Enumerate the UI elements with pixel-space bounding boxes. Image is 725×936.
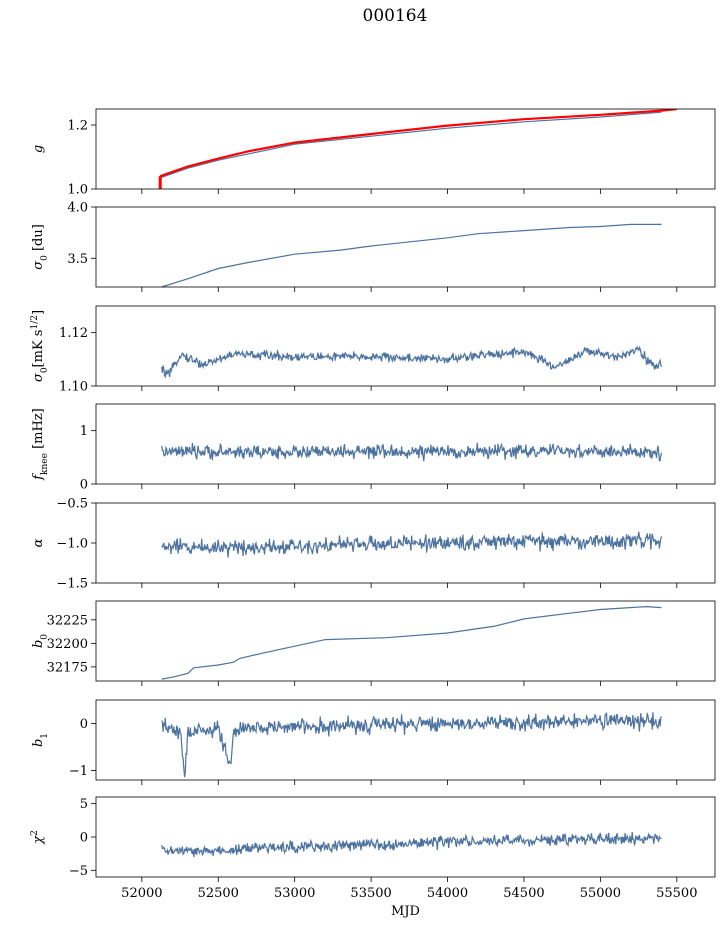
series-line-1 (161, 711, 662, 778)
y-axis-label: σ0 [du] (31, 224, 50, 270)
panel-2: 3.5 4.0 σ0 [du] (31, 201, 716, 292)
axes-frame (95, 403, 716, 485)
panel-1: 1.0 1.2 g (31, 108, 716, 198)
x-tick-label: 52500 (198, 886, 239, 901)
y-tick-label: 0 (80, 831, 88, 846)
x-tick-label: 53000 (274, 886, 315, 901)
axes-frame (95, 699, 716, 781)
series-line-1 (161, 223, 662, 287)
y-tick-label: 1 (80, 424, 88, 439)
x-tick-label: 52000 (121, 886, 162, 901)
x-tick-label: 55000 (580, 886, 621, 901)
series-line-1 (161, 345, 663, 379)
panel-8: −5 0 5 52000 52500 53000 53500 54000 54500 55000 5… (30, 796, 716, 919)
series-line-1 (161, 442, 663, 462)
y-axis-label: b0 (31, 634, 50, 648)
y-tick-label: −5 (69, 864, 88, 879)
panel-6: 32175 32200 32225 b0 (31, 600, 716, 686)
panel-4: 0 1 fknee [mHz] (31, 403, 716, 493)
axes-frame (95, 305, 716, 387)
figure-title: 000164 (362, 6, 428, 26)
y-tick-label: 32225 (47, 613, 88, 628)
y-axis-label: σ0[mK s1/2] (30, 310, 50, 382)
axes-frame (95, 206, 716, 288)
x-tick-label: 55500 (656, 886, 697, 901)
y-tick-label: 4.0 (67, 201, 88, 216)
x-tick-label: 54000 (427, 886, 468, 901)
y-tick-label: 1.2 (67, 119, 88, 134)
series-line-2 (159, 109, 677, 178)
y-axis-label: g (31, 145, 46, 153)
series-line-1 (161, 831, 662, 858)
panel-5: −1.5 −1.0 −0.5 α (31, 497, 716, 592)
y-tick-label: −1.0 (56, 537, 88, 552)
x-tick-label: 54500 (503, 886, 544, 901)
y-axis-label: χ2 (30, 830, 46, 845)
series-line-1 (161, 605, 662, 680)
axes-frame (95, 108, 716, 190)
y-tick-label: −1 (69, 764, 88, 779)
axes-frame (95, 600, 716, 682)
series-line-1 (161, 531, 663, 558)
y-tick-label: 1.12 (59, 326, 88, 341)
y-tick-label: 5 (80, 797, 88, 812)
panel-3: 1.10 1.12 σ0[mK s1/2] (30, 305, 716, 395)
y-tick-label: 3.5 (67, 252, 88, 267)
series-line-1 (160, 111, 662, 179)
y-axis-label: α (31, 538, 46, 547)
y-tick-label: −1.5 (56, 577, 88, 592)
x-axis-label: MJD (391, 904, 420, 919)
y-tick-label: 0 (80, 717, 88, 732)
y-axis-label: b1 (31, 733, 50, 747)
y-tick-label: −0.5 (56, 497, 88, 512)
y-tick-label: 1.10 (59, 380, 88, 395)
x-tick-label: 53500 (350, 886, 391, 901)
y-tick-label: 1.0 (67, 183, 88, 198)
y-tick-label: 32175 (47, 660, 88, 675)
y-tick-label: 0 (80, 478, 88, 493)
panel-7: −1 0 b1 (31, 699, 716, 785)
y-tick-label: 32200 (47, 637, 88, 652)
y-axis-label: fknee [mHz] (31, 408, 50, 481)
